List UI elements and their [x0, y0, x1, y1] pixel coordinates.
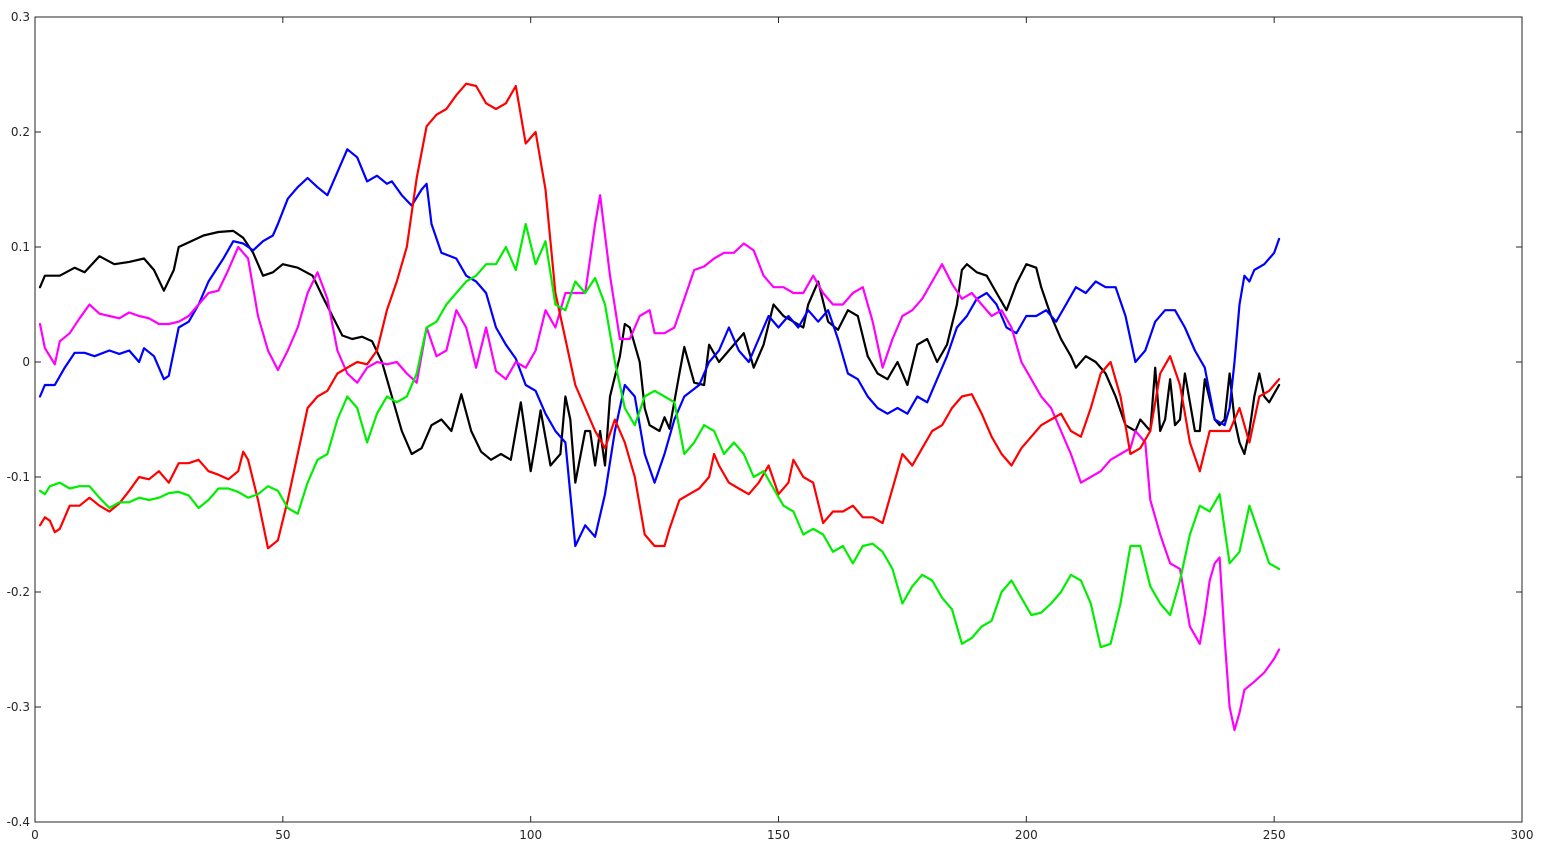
y-tick-label: 0.2 [11, 125, 30, 139]
y-tick-label: -0.4 [7, 815, 30, 829]
x-tick-label: 100 [519, 828, 542, 842]
x-tick-label: 200 [1015, 828, 1038, 842]
y-tick-label: -0.1 [7, 470, 30, 484]
y-tick-label: 0.1 [11, 240, 30, 254]
x-tick-label: 250 [1263, 828, 1286, 842]
y-tick-label: 0.3 [11, 10, 30, 24]
plot-area [35, 17, 1522, 822]
x-tick-label: 300 [1511, 828, 1534, 842]
series-line-5 [38, 222, 1281, 649]
x-tick-label: 150 [767, 828, 790, 842]
axis-ticks: 0 50 100 150 200 250 300 -0.4 -0.3 -0.2 -0.1 0 0.1 0.… [7, 10, 1534, 842]
series-layer [38, 82, 1281, 732]
axes-box [34, 16, 1523, 823]
y-tick-label: 0 [22, 355, 30, 369]
y-tick-label: -0.2 [7, 585, 30, 599]
y-tick-label: -0.3 [7, 700, 30, 714]
series-line-4 [38, 82, 1281, 550]
series-line-2 [38, 148, 1281, 548]
series-line-1 [38, 229, 1281, 484]
x-tick-label: 0 [31, 828, 39, 842]
x-tick-label: 50 [275, 828, 290, 842]
series-line-3 [38, 194, 1281, 732]
